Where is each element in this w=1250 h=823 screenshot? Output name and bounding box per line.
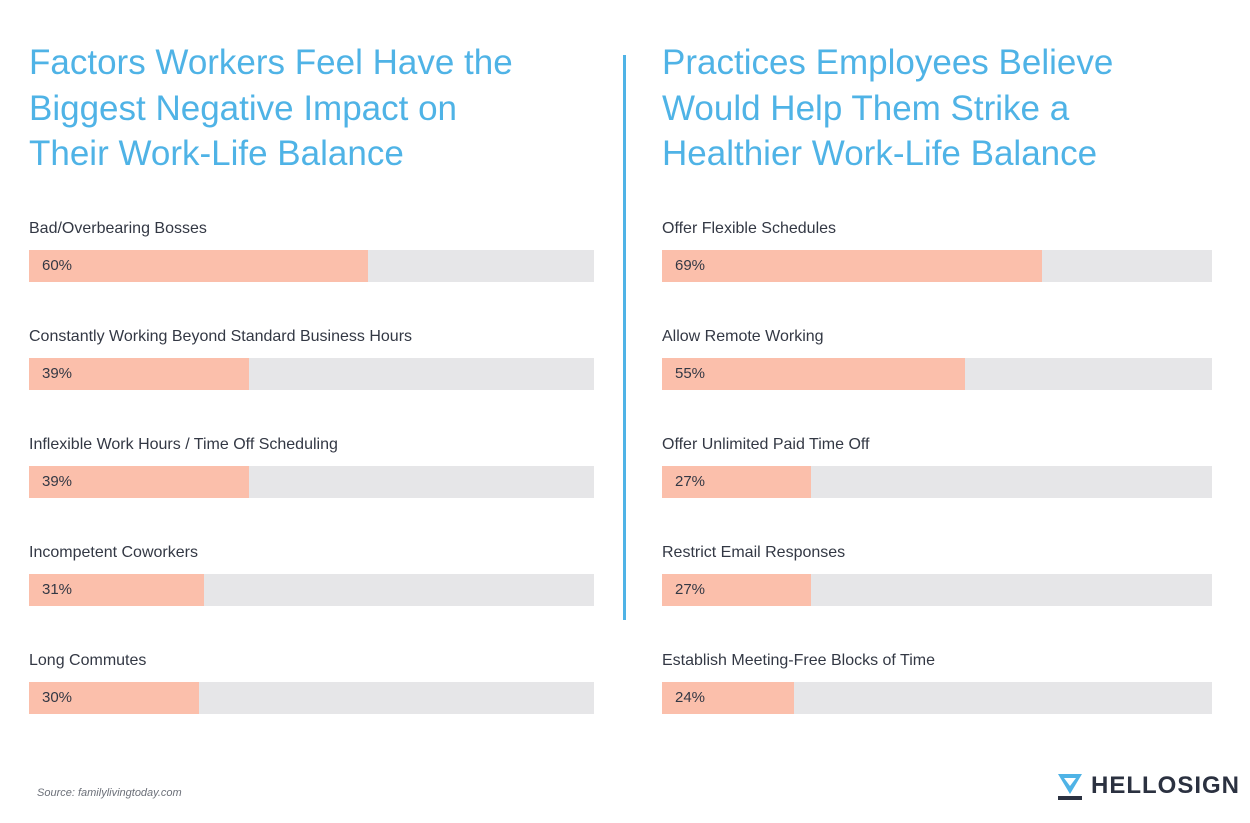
bar-item: Allow Remote Working 55% xyxy=(662,327,1212,417)
bar xyxy=(29,574,205,606)
bar-item: Constantly Working Beyond Standard Busin… xyxy=(29,327,594,417)
bar xyxy=(29,466,250,498)
source-note: Source: familylivingtoday.com xyxy=(37,787,182,799)
bar xyxy=(29,358,250,390)
bar-value-label: 27% xyxy=(675,473,706,490)
bar-value-label: 27% xyxy=(675,581,706,598)
bar-track: 31% xyxy=(29,574,594,606)
bar-value-label: 39% xyxy=(42,473,73,490)
bar-item: Offer Unlimited Paid Time Off 27% xyxy=(662,435,1212,525)
bar xyxy=(662,466,811,498)
bar-track: 27% xyxy=(662,574,1212,606)
bar xyxy=(662,250,1042,282)
bar-value-label: 24% xyxy=(675,689,706,706)
bar-track: 69% xyxy=(662,250,1212,282)
right-title-line: Would Help Them Strike a xyxy=(662,88,1070,128)
bar-item: Inflexible Work Hours / Time Off Schedul… xyxy=(29,435,594,525)
bar-label: Incompetent Coworkers xyxy=(29,544,198,561)
bar-track: 39% xyxy=(29,466,594,498)
bar xyxy=(662,358,965,390)
right-title-line: Practices Employees Believe xyxy=(662,43,1114,82)
bar-item: Establish Meeting-Free Blocks of Time 24… xyxy=(662,651,1212,741)
bar-value-label: 30% xyxy=(42,689,73,706)
bar-track: 39% xyxy=(29,358,594,390)
right-title-line: Healthier Work-Life Balance xyxy=(662,134,1098,173)
left-title-line: Their Work-Life Balance xyxy=(29,134,404,173)
bar-item: Offer Flexible Schedules 69% xyxy=(662,219,1212,309)
bar-track: 30% xyxy=(29,682,594,714)
left-chart-title: Factors Workers Feel Have the Biggest Ne… xyxy=(29,40,594,177)
bar-label: Offer Flexible Schedules xyxy=(662,220,837,237)
bar-label: Inflexible Work Hours / Time Off Schedul… xyxy=(29,436,338,453)
bar xyxy=(662,682,794,714)
brand-name: HELLOSIGN xyxy=(1091,772,1241,799)
bar-track: 27% xyxy=(662,466,1212,498)
bar-item: Long Commutes 30% xyxy=(29,651,594,741)
bar-item: Restrict Email Responses 27% xyxy=(662,543,1212,633)
column-divider xyxy=(623,55,626,620)
bar-value-label: 55% xyxy=(675,365,706,382)
bar-track: 60% xyxy=(29,250,594,282)
bar-label: Restrict Email Responses xyxy=(662,544,846,561)
right-chart-title: Practices Employees Believe Would Help T… xyxy=(662,40,1212,177)
bar-value-label: 60% xyxy=(42,257,73,274)
bar-value-label: 31% xyxy=(42,581,73,598)
bar-value-label: 69% xyxy=(675,257,706,274)
bar-value-label: 39% xyxy=(42,365,73,382)
bar-item: Bad/Overbearing Bosses 60% xyxy=(29,219,594,309)
left-title-line: Factors Workers Feel Have the xyxy=(29,43,513,82)
bar-label: Bad/Overbearing Bosses xyxy=(29,220,207,237)
hellosign-logo-icon xyxy=(1058,774,1082,800)
bar-track: 55% xyxy=(662,358,1212,390)
bar xyxy=(29,250,368,282)
bar xyxy=(29,682,199,714)
bar xyxy=(662,574,811,606)
bar-label: Allow Remote Working xyxy=(662,328,824,345)
bar-label: Long Commutes xyxy=(29,652,147,669)
bar-label: Establish Meeting-Free Blocks of Time xyxy=(662,652,935,669)
bar-track: 24% xyxy=(662,682,1212,714)
bar-label: Offer Unlimited Paid Time Off xyxy=(662,436,870,453)
bar-item: Incompetent Coworkers 31% xyxy=(29,543,594,633)
bar-label: Constantly Working Beyond Standard Busin… xyxy=(29,328,413,345)
left-title-line: Biggest Negative Impact on xyxy=(29,88,458,128)
